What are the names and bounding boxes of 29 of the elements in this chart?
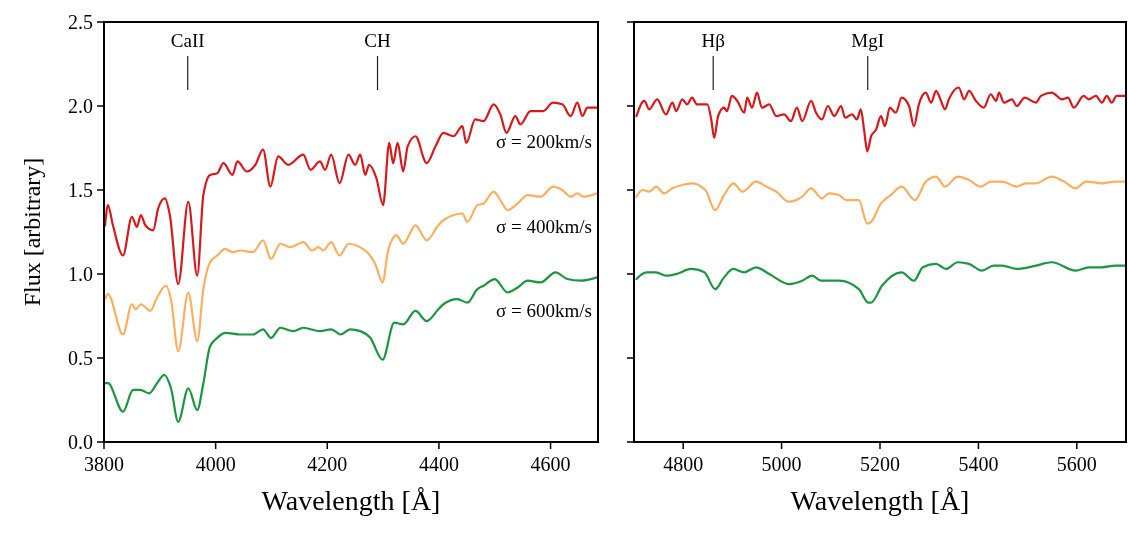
line-series	[104, 185, 598, 353]
y-tick-label: 1.5	[68, 179, 93, 201]
x-tick-label: 4800	[663, 453, 704, 475]
y-tick-label: 0.0	[68, 431, 93, 453]
y-tick-label: 2.5	[68, 11, 93, 33]
x-tick-label: 5000	[761, 453, 802, 475]
line-series	[104, 101, 598, 286]
x-axis-title: Wavelength [Å]	[790, 485, 970, 516]
series-label: σ = 200km/s	[496, 130, 592, 152]
y-axis-title: Flux [arbitrary]	[19, 157, 45, 307]
x-tick-label: 4200	[307, 453, 348, 475]
ref-line-label: Hβ	[701, 30, 725, 51]
ref-line-label: CH	[364, 30, 391, 51]
series-label: σ = 400km/s	[496, 216, 592, 238]
line-series	[104, 271, 598, 423]
series-label: σ = 600km/s	[496, 300, 592, 322]
ref-line-label: CaII	[170, 30, 205, 51]
y-tick-label: 2.0	[68, 95, 93, 117]
x-tick-label: 3800	[84, 453, 124, 475]
x-tick-label: 4600	[530, 453, 571, 475]
x-axis-title: Wavelength [Å]	[261, 485, 441, 516]
ref-line-label: MgI	[851, 30, 885, 51]
x-tick-label: 5200	[860, 453, 900, 475]
y-tick-label: 0.5	[68, 347, 93, 369]
x-tick-label: 4000	[195, 453, 236, 475]
x-tick-label: 5400	[958, 453, 999, 475]
x-tick-label: 5600	[1056, 453, 1097, 475]
x-tick-label: 4400	[418, 453, 459, 475]
y-tick-label: 1.0	[68, 263, 93, 285]
